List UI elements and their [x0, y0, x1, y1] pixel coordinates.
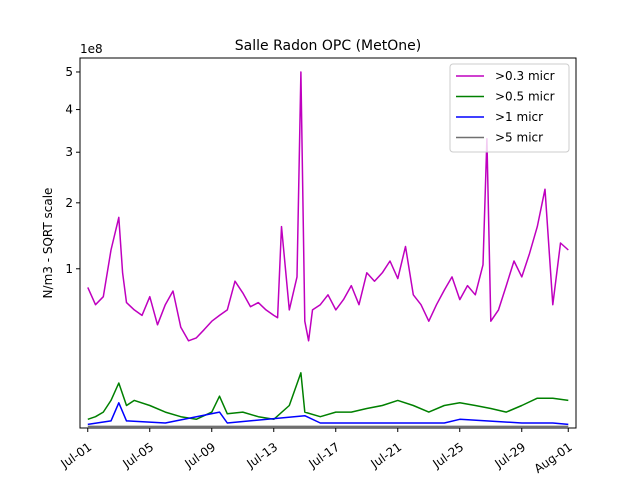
y-tick-label: 1 [65, 262, 73, 276]
y-offset-label: 1e8 [80, 42, 103, 56]
series-layer [87, 71, 569, 428]
y-tick-label: 3 [65, 145, 73, 159]
legend: >0.3 micr >0.5 micr >1 micr >5 micr [449, 63, 570, 153]
y-axis: 1 2 3 4 5 [65, 65, 80, 276]
legend-label: >0.5 micr [495, 90, 555, 104]
series-line [87, 71, 569, 342]
y-tick-label: 2 [65, 196, 73, 210]
legend-box [449, 63, 570, 153]
plot-frame [79, 57, 577, 429]
series-line [87, 372, 569, 421]
legend-label: >0.3 micr [495, 69, 555, 83]
y-tick-label: 5 [65, 65, 73, 79]
legend-label: >5 micr [495, 131, 543, 145]
legend-label: >1 micr [495, 110, 543, 124]
y-axis-label: N/m3 - SQRT scale [41, 188, 55, 299]
series-line [87, 402, 569, 426]
chart-title: Salle Radon OPC (MetOne) [235, 38, 421, 54]
y-tick-label: 4 [65, 103, 73, 117]
